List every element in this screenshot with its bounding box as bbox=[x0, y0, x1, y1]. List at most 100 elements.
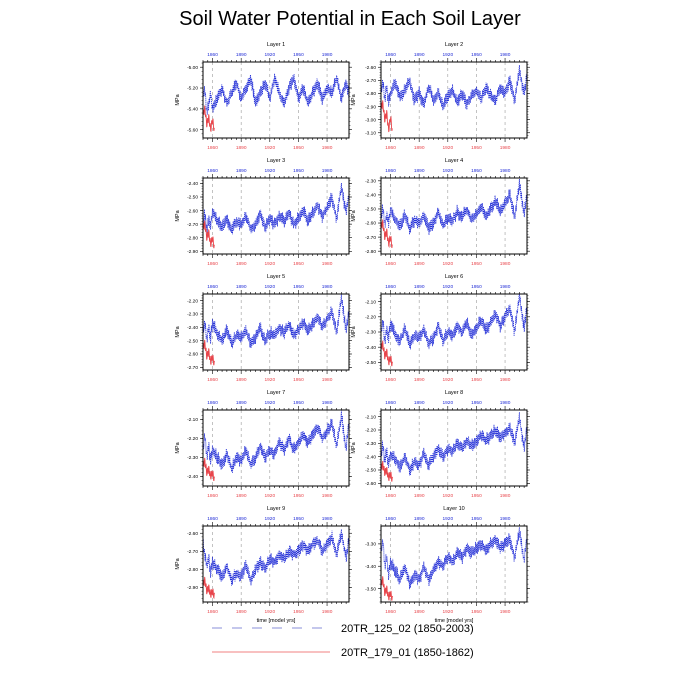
series-line-20TR_125_02 bbox=[380, 178, 528, 236]
x-tick-label-top: 1860 bbox=[207, 168, 218, 174]
y-axis-label: MPa bbox=[175, 441, 181, 453]
x-tick-label-bottom: 1950 bbox=[293, 609, 304, 615]
plot-frame bbox=[202, 525, 350, 603]
y-tick-label: -2.50 bbox=[365, 207, 376, 213]
x-tick-label-bottom: 1950 bbox=[293, 145, 304, 151]
x-tick-label-bottom: 1890 bbox=[414, 609, 425, 615]
x-tick-label-top: 1920 bbox=[264, 168, 275, 174]
x-tick-label-top: 1920 bbox=[264, 400, 275, 406]
y-tick-label: -2.90 bbox=[187, 249, 198, 255]
series-line-20TR_179_01 bbox=[380, 340, 393, 367]
y-tick-label: -2.30 bbox=[365, 179, 376, 185]
series-line-20TR_125_02 bbox=[380, 64, 528, 111]
y-tick-label: -2.80 bbox=[365, 249, 376, 255]
series-line-20TR_179_01 bbox=[202, 339, 215, 366]
x-tick-label-bottom: 1890 bbox=[236, 609, 247, 615]
x-tick-label-top: 1950 bbox=[471, 168, 482, 174]
x-tick-label-bottom: 1860 bbox=[385, 261, 396, 267]
y-tick-label: -5.40 bbox=[187, 107, 198, 113]
plot-frame bbox=[202, 61, 350, 139]
x-tick-label-bottom: 1860 bbox=[207, 493, 218, 499]
x-tick-label-top: 1890 bbox=[414, 400, 425, 406]
x-tick-label-bottom: 1860 bbox=[207, 261, 218, 267]
y-tick-label: -2.10 bbox=[187, 417, 198, 423]
x-tick-label-bottom: 1950 bbox=[471, 493, 482, 499]
x-tick-label-top: 1860 bbox=[385, 284, 396, 290]
x-tick-label-bottom: 1920 bbox=[442, 609, 453, 615]
series-line-20TR_179_01 bbox=[202, 105, 215, 132]
x-tick-label-top: 1980 bbox=[322, 284, 333, 290]
panel-layer-6: Layer 6 1860 1860 1890 1890 1920 1920 1950 1950 1… bbox=[351, 274, 530, 383]
y-tick-label: -2.90 bbox=[187, 585, 198, 591]
x-tick-label-top: 1920 bbox=[442, 516, 453, 522]
x-tick-label-top: 1860 bbox=[207, 516, 218, 522]
series-line-20TR_125_02 bbox=[202, 293, 350, 349]
x-tick-label-bottom: 1890 bbox=[414, 145, 425, 151]
x-tick-label-bottom: 1920 bbox=[442, 377, 453, 383]
y-tick-label: -2.30 bbox=[187, 455, 198, 461]
x-tick-label-bottom: 1950 bbox=[471, 377, 482, 383]
y-tick-label: -2.40 bbox=[365, 454, 376, 460]
y-axis-label: MPa bbox=[351, 209, 357, 221]
x-tick-label-bottom: 1980 bbox=[500, 493, 511, 499]
x-tick-label-bottom: 1920 bbox=[442, 261, 453, 267]
y-tick-label: -2.50 bbox=[365, 360, 376, 366]
y-tick-label: -2.20 bbox=[187, 436, 198, 442]
y-tick-label: -2.70 bbox=[187, 549, 198, 555]
panel-title: Layer 5 bbox=[267, 274, 285, 280]
series-line-20TR_125_02 bbox=[202, 410, 350, 474]
legend: 20TR_125_02 (1850-2003) 20TR_179_01 (1850… bbox=[212, 623, 474, 659]
y-tick-label: -2.50 bbox=[187, 195, 198, 201]
panel-layer-8: Layer 8 1860 1860 1890 1890 1920 1920 1950 1950 1… bbox=[351, 390, 530, 499]
x-tick-label-bottom: 1980 bbox=[322, 377, 333, 383]
series-line-20TR_125_02 bbox=[380, 293, 528, 350]
panel-title: Layer 9 bbox=[267, 506, 285, 512]
x-tick-label-top: 1980 bbox=[500, 284, 511, 290]
x-tick-label-bottom: 1860 bbox=[385, 377, 396, 383]
y-tick-label: -2.60 bbox=[187, 208, 198, 214]
x-tick-label-bottom: 1950 bbox=[293, 493, 304, 499]
y-axis-label: MPa bbox=[351, 441, 357, 453]
x-tick-label-bottom: 1860 bbox=[207, 145, 218, 151]
series-line-20TR_125_02 bbox=[202, 182, 350, 235]
panel-title: Layer 3 bbox=[267, 158, 285, 164]
x-tick-label-top: 1920 bbox=[264, 516, 275, 522]
panel-layer-4: Layer 4 1860 1860 1890 1890 1920 1920 1950 1950 1… bbox=[351, 158, 530, 267]
x-tick-label-top: 1860 bbox=[207, 52, 218, 58]
y-tick-label: -2.60 bbox=[365, 65, 376, 71]
x-tick-label-top: 1890 bbox=[414, 284, 425, 290]
x-tick-label-bottom: 1980 bbox=[322, 145, 333, 151]
x-tick-label-bottom: 1920 bbox=[264, 261, 275, 267]
x-tick-label-bottom: 1920 bbox=[442, 493, 453, 499]
x-tick-label-bottom: 1950 bbox=[293, 377, 304, 383]
y-axis-label: MPa bbox=[351, 325, 357, 337]
plot-frame bbox=[202, 293, 350, 371]
x-tick-label-bottom: 1980 bbox=[322, 261, 333, 267]
x-tick-label-bottom: 1950 bbox=[471, 145, 482, 151]
x-tick-label-bottom: 1890 bbox=[236, 493, 247, 499]
x-tick-label-top: 1890 bbox=[236, 284, 247, 290]
x-tick-label-bottom: 1890 bbox=[236, 145, 247, 151]
x-tick-label-top: 1950 bbox=[471, 516, 482, 522]
x-tick-label-top: 1980 bbox=[500, 168, 511, 174]
y-tick-label: -2.10 bbox=[365, 299, 376, 305]
x-tick-label-top: 1890 bbox=[236, 516, 247, 522]
x-tick-label-bottom: 1860 bbox=[385, 145, 396, 151]
y-axis-label: MPa bbox=[175, 209, 181, 221]
x-tick-label-top: 1890 bbox=[236, 52, 247, 58]
y-tick-label: -3.40 bbox=[365, 564, 376, 570]
y-axis-label: MPa bbox=[175, 325, 181, 337]
x-tick-label-top: 1950 bbox=[471, 400, 482, 406]
x-tick-label-top: 1950 bbox=[293, 52, 304, 58]
series-line-20TR_125_02 bbox=[202, 73, 350, 116]
series-line-20TR_125_02 bbox=[380, 412, 528, 476]
x-tick-label-top: 1890 bbox=[414, 52, 425, 58]
x-tick-label-bottom: 1950 bbox=[471, 261, 482, 267]
x-tick-label-bottom: 1980 bbox=[500, 261, 511, 267]
y-tick-label: -3.00 bbox=[365, 117, 376, 123]
y-tick-label: -3.10 bbox=[365, 130, 376, 136]
legend-label: 20TR_125_02 (1850-2003) bbox=[341, 623, 474, 635]
series-line-20TR_179_01 bbox=[202, 576, 215, 600]
y-tick-label: -5.20 bbox=[187, 86, 198, 92]
x-tick-label-bottom: 1980 bbox=[500, 609, 511, 615]
